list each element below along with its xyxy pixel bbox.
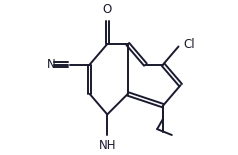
Text: O: O xyxy=(103,3,112,16)
Text: Cl: Cl xyxy=(183,38,195,51)
Text: N: N xyxy=(47,58,56,71)
Text: NH: NH xyxy=(99,139,116,152)
